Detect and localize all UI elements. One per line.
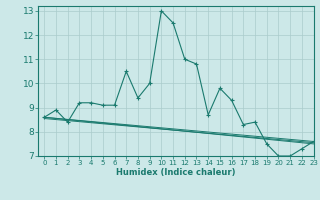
X-axis label: Humidex (Indice chaleur): Humidex (Indice chaleur) <box>116 168 236 177</box>
